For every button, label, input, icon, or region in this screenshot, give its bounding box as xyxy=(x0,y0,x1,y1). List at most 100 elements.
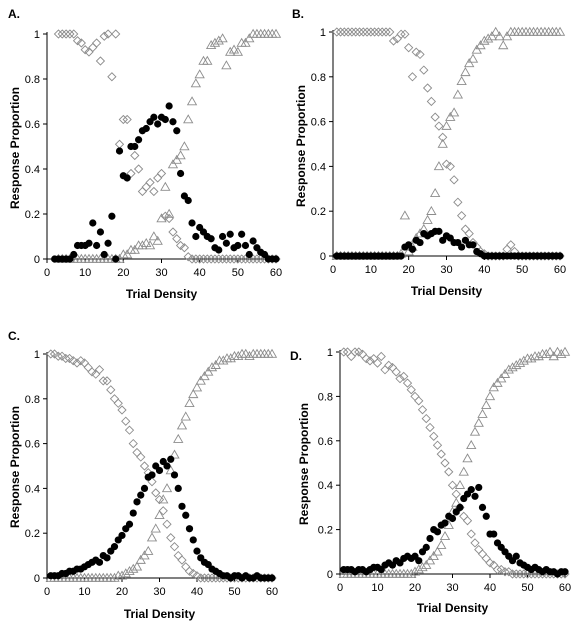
y-axis-title: Response Proportion xyxy=(8,87,22,209)
data-point-triangle xyxy=(186,96,198,106)
data-point-circle xyxy=(135,136,143,144)
y-tick-label: 1 xyxy=(34,29,40,41)
data-point-diamond xyxy=(175,240,186,251)
x-tick-label: 60 xyxy=(554,264,566,276)
x-tick-label: 20 xyxy=(117,267,129,279)
data-point-diamond xyxy=(57,29,67,39)
data-point-circle xyxy=(142,124,150,133)
data-point-triangle xyxy=(417,562,428,572)
data-point-diamond xyxy=(139,461,150,471)
data-point-diamond xyxy=(252,254,262,264)
x-tick-label: 60 xyxy=(270,267,282,279)
data-point-triangle xyxy=(469,426,481,436)
data-point-circle xyxy=(155,466,164,475)
data-point-triangle xyxy=(221,60,232,70)
data-point-triangle xyxy=(183,114,194,124)
data-point-diamond xyxy=(466,529,476,539)
data-point-circle xyxy=(123,174,131,182)
data-point-diamond xyxy=(126,168,136,179)
data-point-triangle xyxy=(199,371,210,381)
data-point-triangle xyxy=(494,31,505,41)
panel-a: A. 0 10 20 30 40 50 60 0 0.2 0.4 0.6 0.8 1 Trial Densi… xyxy=(8,7,282,301)
data-point-triangle xyxy=(128,563,139,573)
data-point-triangle xyxy=(498,40,509,50)
panel-label: A. xyxy=(8,7,20,21)
y-tick-label: 0.4 xyxy=(25,483,40,495)
data-point-circle xyxy=(478,503,487,511)
data-point-diamond xyxy=(76,356,86,366)
data-point-triangle xyxy=(176,420,188,430)
data-point-diamond xyxy=(343,27,353,37)
data-point-circle xyxy=(441,519,449,527)
data-point-triangle xyxy=(433,161,445,171)
data-point-diamond xyxy=(422,83,433,93)
data-point-circle xyxy=(458,243,466,251)
data-point-diamond xyxy=(198,254,209,264)
data-point-triangle xyxy=(121,249,133,259)
data-point-circle xyxy=(118,531,126,540)
data-point-triangle xyxy=(213,35,224,45)
data-point-circle xyxy=(469,241,477,249)
data-point-triangle xyxy=(467,53,479,63)
data-point-diamond xyxy=(496,564,506,575)
data-point-triangle xyxy=(533,351,544,361)
data-point-triangle xyxy=(496,373,507,383)
data-point-diamond xyxy=(354,347,364,357)
data-point-circle xyxy=(137,491,145,499)
data-point-triangle xyxy=(482,33,494,43)
data-point-triangle xyxy=(188,389,199,399)
data-point-triangle xyxy=(203,366,214,376)
data-point-diamond xyxy=(384,360,394,370)
data-point-triangle xyxy=(191,382,203,392)
data-point-circle xyxy=(70,250,78,259)
data-point-triangle xyxy=(116,570,128,580)
data-point-circle xyxy=(475,483,483,492)
data-point-circle xyxy=(207,235,215,243)
data-point-triangle xyxy=(554,26,566,36)
data-point-diamond xyxy=(136,452,146,462)
data-point-circle xyxy=(96,228,105,236)
data-point-diamond xyxy=(154,494,165,505)
circle-series xyxy=(340,483,569,578)
data-point-diamond xyxy=(169,542,180,552)
data-point-triangle xyxy=(169,449,180,459)
data-point-circle xyxy=(93,241,101,250)
data-point-diamond xyxy=(459,511,469,521)
diamond-series xyxy=(339,347,570,579)
data-point-diamond xyxy=(444,467,454,477)
data-point-triangle xyxy=(143,545,154,555)
y-tick-label: 0.6 xyxy=(25,439,40,451)
data-point-diamond xyxy=(369,27,380,37)
x-tick-label: 40 xyxy=(191,586,203,598)
data-point-triangle xyxy=(266,348,278,358)
data-point-diamond xyxy=(361,354,371,364)
data-point-triangle xyxy=(233,350,244,360)
data-point-triangle xyxy=(194,69,205,79)
data-point-diamond xyxy=(432,440,443,450)
data-point-circle xyxy=(226,230,234,238)
x-tick-label: 10 xyxy=(78,586,90,598)
x-tick-label: 30 xyxy=(155,267,167,279)
data-point-circle xyxy=(408,245,417,253)
data-point-circle xyxy=(471,492,479,500)
y-axis-title: Response Proportion xyxy=(297,403,311,525)
data-point-diamond xyxy=(237,254,247,264)
data-point-diamond xyxy=(158,506,168,516)
data-point-diamond xyxy=(166,533,176,543)
data-point-triangle xyxy=(131,561,143,571)
diamond-series xyxy=(46,349,277,583)
data-point-diamond xyxy=(396,29,406,39)
data-point-diamond xyxy=(451,489,461,499)
data-point-triangle xyxy=(406,568,417,578)
data-point-diamond xyxy=(380,365,390,375)
y-tick-label: 0.2 xyxy=(25,209,40,221)
data-point-circle xyxy=(103,554,111,562)
data-point-diamond xyxy=(103,29,113,39)
x-tick-label: 0 xyxy=(44,267,50,279)
data-point-diamond xyxy=(354,27,365,37)
data-point-triangle xyxy=(526,353,537,363)
data-point-triangle xyxy=(244,350,255,360)
data-point-diamond xyxy=(111,29,121,39)
data-point-diamond xyxy=(381,27,391,37)
data-point-diamond xyxy=(350,347,360,357)
